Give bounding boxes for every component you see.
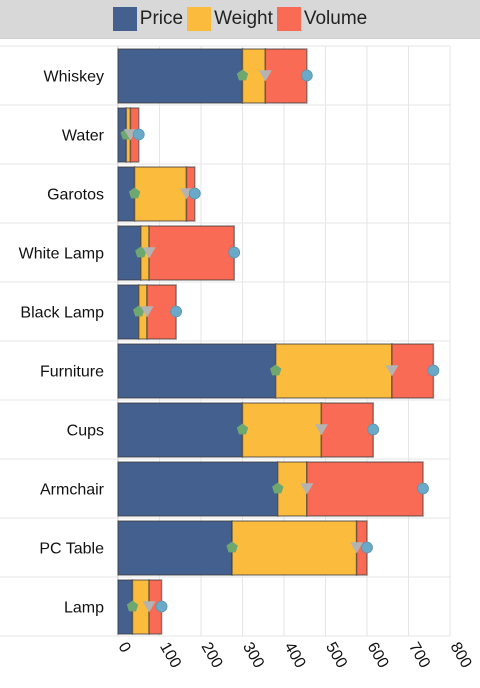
marker-triangle xyxy=(314,424,328,436)
bar-weight-pc-table xyxy=(231,520,358,576)
category-label: Cups xyxy=(67,423,104,440)
marker-circle xyxy=(170,305,183,318)
legend-swatch-price xyxy=(112,7,137,31)
marker-triangle xyxy=(142,247,156,259)
bar-volume-cups xyxy=(320,402,374,458)
legend-item-price[interactable]: Price xyxy=(112,7,184,31)
bar-volume-armchair xyxy=(306,461,424,517)
legend-bar: Price Weight Volume xyxy=(0,0,480,39)
bar-price-whiskey xyxy=(117,48,244,104)
marker-triangle xyxy=(258,70,272,82)
marker-pentagon xyxy=(269,364,282,376)
category-label: Lamp xyxy=(64,600,104,617)
marker-pentagon xyxy=(226,541,238,553)
marker-pentagon xyxy=(236,69,249,81)
marker-circle xyxy=(155,600,168,613)
x-tick-label: 800 xyxy=(447,640,475,672)
bar-price-pc-table xyxy=(117,520,233,576)
marker-triangle xyxy=(300,483,314,495)
category-label: PC Table xyxy=(39,541,104,558)
x-tick-label: 400 xyxy=(281,640,309,672)
marker-circle xyxy=(417,482,429,495)
marker-circle xyxy=(361,541,373,554)
marker-pentagon xyxy=(133,305,145,317)
bar-price-armchair xyxy=(117,461,279,517)
legend: Price Weight Volume xyxy=(0,0,480,38)
category-label: White Lamp xyxy=(19,246,104,263)
bar-volume-whiskey xyxy=(264,48,308,104)
x-tick-label: 300 xyxy=(239,640,267,672)
legend-swatch-weight xyxy=(187,7,212,31)
legend-swatch-volume xyxy=(276,7,301,31)
x-tick-label: 600 xyxy=(364,640,392,672)
marker-pentagon xyxy=(135,246,147,258)
bar-volume-furniture xyxy=(391,343,435,399)
x-tick-label: 500 xyxy=(322,640,350,672)
category-label: Whiskey xyxy=(44,69,104,86)
marker-triangle xyxy=(385,365,399,377)
x-tick-label: 100 xyxy=(156,640,184,672)
legend-label-volume: Volume xyxy=(303,8,368,29)
legend-item-weight[interactable]: Weight xyxy=(187,7,273,31)
bar-weight-cups xyxy=(241,402,323,458)
bar-volume-white-lamp xyxy=(148,225,235,281)
x-tick-label: 0 xyxy=(115,640,134,656)
marker-circle xyxy=(300,69,313,82)
marker-pentagon xyxy=(236,423,249,435)
marker-circle xyxy=(367,423,380,436)
category-label: Garotos xyxy=(47,187,104,204)
x-tick-label: 700 xyxy=(405,640,433,672)
marker-circle xyxy=(188,187,201,200)
bar-weight-furniture xyxy=(274,343,393,399)
marker-circle xyxy=(427,364,440,377)
category-label: Furniture xyxy=(40,364,104,381)
marker-circle xyxy=(228,246,241,259)
legend-label-price: Price xyxy=(139,8,184,29)
marker-pentagon xyxy=(126,600,139,612)
marker-circle xyxy=(132,128,145,141)
legend-label-weight: Weight xyxy=(214,8,273,29)
category-label: Black Lamp xyxy=(20,305,104,322)
x-tick-label: 200 xyxy=(198,640,226,672)
bar-price-furniture xyxy=(117,343,277,399)
marker-triangle xyxy=(350,542,364,554)
legend-item-volume[interactable]: Volume xyxy=(276,7,368,31)
bar-price-cups xyxy=(117,402,244,458)
marker-triangle xyxy=(142,601,156,613)
marker-triangle xyxy=(140,306,154,318)
category-label: Armchair xyxy=(40,482,105,499)
category-label: Water xyxy=(62,128,105,145)
marker-pentagon xyxy=(128,187,141,199)
bar-weight-garotos xyxy=(133,166,188,222)
marker-pentagon xyxy=(272,482,284,494)
